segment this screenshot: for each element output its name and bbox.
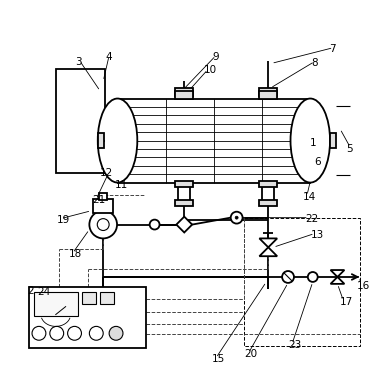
Text: 10: 10 xyxy=(204,65,217,75)
Polygon shape xyxy=(331,270,344,277)
Bar xyxy=(82,292,96,304)
Ellipse shape xyxy=(50,326,64,340)
Bar xyxy=(260,91,277,99)
Bar xyxy=(56,69,105,173)
Ellipse shape xyxy=(282,271,294,283)
Polygon shape xyxy=(260,238,277,247)
Bar xyxy=(29,287,146,348)
Text: 14: 14 xyxy=(303,192,316,202)
Bar xyxy=(100,292,114,304)
Bar xyxy=(98,133,104,148)
Text: 2: 2 xyxy=(27,286,34,296)
Bar xyxy=(178,96,190,99)
Text: 18: 18 xyxy=(68,249,82,259)
Bar xyxy=(175,91,193,99)
Bar xyxy=(260,88,277,96)
Text: 19: 19 xyxy=(57,214,70,225)
Ellipse shape xyxy=(68,326,82,340)
Ellipse shape xyxy=(150,220,160,230)
Bar xyxy=(330,133,336,148)
Bar xyxy=(175,181,193,186)
Text: 5: 5 xyxy=(346,144,353,153)
Bar xyxy=(262,183,274,203)
Ellipse shape xyxy=(97,219,109,231)
Text: 24: 24 xyxy=(37,287,50,297)
Bar xyxy=(117,99,310,183)
Ellipse shape xyxy=(308,272,318,282)
Bar xyxy=(260,181,277,186)
Ellipse shape xyxy=(235,216,238,219)
Polygon shape xyxy=(260,247,277,256)
Text: 4: 4 xyxy=(105,52,112,62)
Bar xyxy=(99,193,107,200)
Text: 8: 8 xyxy=(311,57,318,68)
Ellipse shape xyxy=(98,99,137,183)
Ellipse shape xyxy=(231,212,243,223)
Ellipse shape xyxy=(89,326,103,340)
Text: 22: 22 xyxy=(305,214,318,224)
Text: 20: 20 xyxy=(245,349,258,359)
Ellipse shape xyxy=(291,99,330,183)
Ellipse shape xyxy=(32,326,46,340)
Text: 1: 1 xyxy=(310,138,316,148)
Bar xyxy=(94,199,113,213)
Bar xyxy=(260,200,277,206)
Bar xyxy=(243,217,360,346)
Text: 23: 23 xyxy=(288,340,301,350)
Bar xyxy=(175,88,193,96)
Text: 7: 7 xyxy=(329,44,336,54)
Text: 13: 13 xyxy=(311,230,324,240)
Polygon shape xyxy=(177,217,192,232)
Text: 15: 15 xyxy=(212,354,225,364)
Polygon shape xyxy=(331,277,344,284)
Text: 9: 9 xyxy=(212,52,218,62)
Text: 17: 17 xyxy=(340,297,353,307)
Bar xyxy=(178,183,190,203)
Bar xyxy=(34,292,79,316)
Bar xyxy=(262,96,274,99)
Bar xyxy=(175,200,193,206)
Text: 12: 12 xyxy=(100,168,113,178)
Text: 16: 16 xyxy=(357,281,371,291)
Text: 3: 3 xyxy=(76,57,82,66)
Ellipse shape xyxy=(89,211,117,238)
Text: 11: 11 xyxy=(115,180,128,190)
Text: 6: 6 xyxy=(315,158,321,167)
Ellipse shape xyxy=(109,326,123,340)
Text: 21: 21 xyxy=(92,195,105,205)
